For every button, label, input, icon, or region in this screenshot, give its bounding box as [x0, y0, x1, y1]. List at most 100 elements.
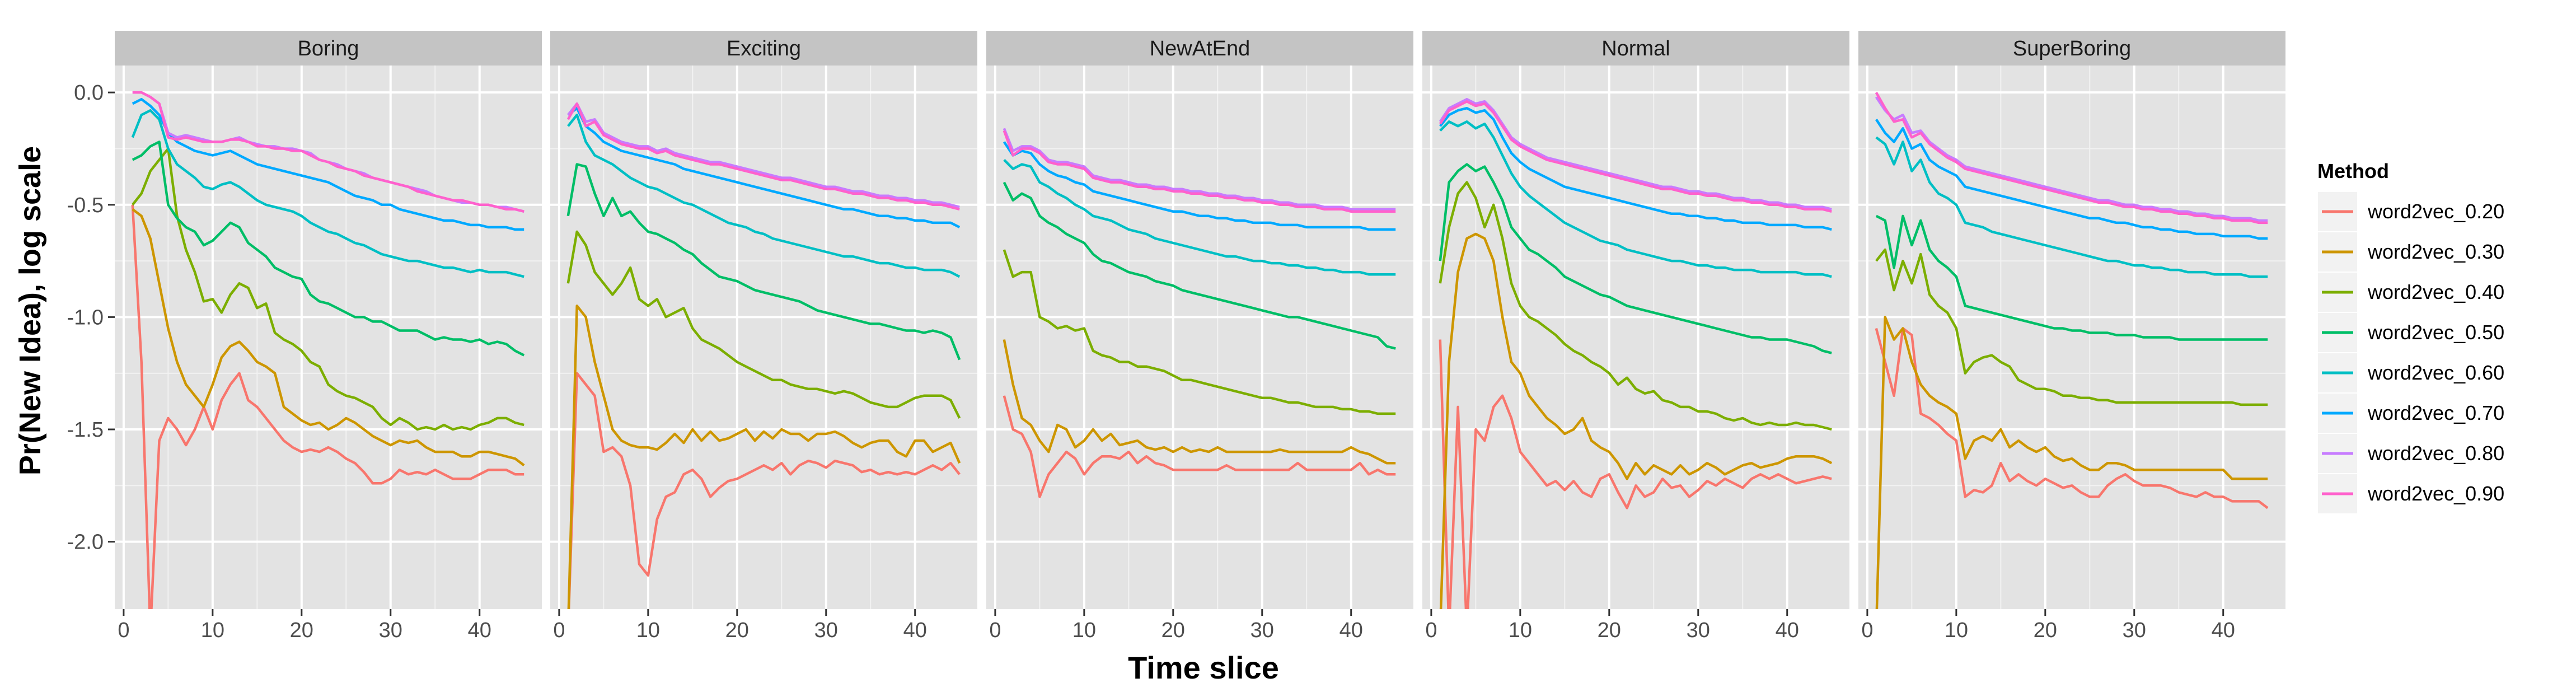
series-line-word2vec_0.30: [1875, 316, 2268, 609]
series-line-word2vec_0.20: [131, 204, 524, 609]
x-tick-label: 40: [1339, 619, 1363, 642]
legend-label: word2vec_0.40: [2367, 280, 2504, 303]
x-tick-label: 10: [1072, 619, 1096, 642]
panel-background: [550, 66, 977, 609]
series-line-word2vec_0.40: [132, 147, 524, 431]
x-tick-label: 30: [814, 619, 838, 642]
series-line-word2vec_0.20: [1875, 327, 2269, 509]
x-tick-label: 20: [725, 619, 749, 642]
series-line-word2vec_0.70: [1875, 119, 2268, 240]
x-tick-label: 20: [290, 619, 313, 642]
legend-item: word2vec_0.70: [2317, 392, 2504, 434]
facet-strip-label: Exciting: [727, 37, 801, 60]
x-tick-label: 0: [1425, 619, 1437, 642]
legend-item: word2vec_0.50: [2317, 312, 2504, 353]
series-line-word2vec_0.30: [1439, 232, 1833, 609]
y-axis: 0.0 -0.5 -1.0 -1.5 -2.0: [67, 81, 115, 554]
series-line-word2vec_0.80: [1003, 128, 1396, 211]
series-line-word2vec_0.60: [131, 109, 524, 278]
x-tick-label: 30: [1250, 619, 1274, 642]
y-tick-label: -0.5: [67, 194, 104, 217]
facet-strip-label: SuperBoring: [2013, 37, 2131, 60]
series-line-word2vec_0.50: [132, 141, 525, 357]
x-tick-label: 0: [989, 619, 1001, 642]
legend-label: word2vec_0.90: [2367, 482, 2504, 505]
legend-item: word2vec_0.30: [2317, 231, 2504, 273]
panel-background: [115, 66, 542, 609]
facet-strip: [1858, 31, 2285, 66]
series-line-word2vec_0.90: [566, 102, 960, 210]
x-tick-label: 20: [2034, 619, 2057, 642]
y-tick-label: -2.0: [67, 531, 104, 554]
facet-strip: [550, 31, 977, 66]
series-line-word2vec_0.20: [567, 372, 961, 609]
x-tick-label: 30: [1687, 619, 1710, 642]
series-line-word2vec_0.20: [1003, 395, 1396, 498]
series-line-word2vec_0.60: [1439, 120, 1832, 278]
series-line-word2vec_0.70: [567, 106, 961, 228]
facet-strip: [1422, 31, 1849, 66]
x-tick-label: 40: [2212, 619, 2235, 642]
legend-label: word2vec_0.50: [2367, 321, 2504, 344]
x-tick-label: 0: [553, 619, 565, 642]
series-line-word2vec_0.60: [1875, 136, 2268, 278]
x-tick-label: 40: [1776, 619, 1799, 642]
legend-label: word2vec_0.80: [2367, 442, 2504, 465]
series-line-word2vec_0.20: [1439, 339, 1832, 609]
legend-item: word2vec_0.20: [2317, 191, 2504, 232]
series-line-word2vec_0.40: [1439, 181, 1832, 431]
facet-panel: SuperBoring 0 10 20 30 40: [1858, 31, 2285, 642]
x-tick-label: 10: [201, 619, 224, 642]
facet-strip-label: Boring: [298, 37, 359, 60]
x-tick-label: 10: [1945, 619, 1968, 642]
legend-item: word2vec_0.80: [2317, 433, 2504, 474]
series-line-word2vec_0.50: [1439, 163, 1832, 354]
legend: Method word2vec_0.20 word2vec_0.30 word2ve…: [2317, 160, 2504, 514]
x-tick-label: 10: [1509, 619, 1532, 642]
x-tick-label: 0: [118, 619, 129, 642]
panel-background: [1858, 66, 2285, 609]
series-line-word2vec_0.50: [566, 163, 961, 361]
series-line-word2vec_0.70: [1003, 141, 1396, 231]
series-line-word2vec_0.50: [1875, 214, 2268, 341]
series-line-word2vec_0.80: [567, 102, 960, 208]
x-tick-label: 0: [1861, 619, 1873, 642]
series-line-word2vec_0.90: [132, 91, 524, 213]
series-line-word2vec_0.90: [1439, 100, 1832, 213]
legend-label: word2vec_0.70: [2367, 401, 2504, 424]
series-line-word2vec_0.80: [1875, 96, 2268, 222]
facet-panel: Exciting 0 10 20 30 40: [550, 31, 977, 642]
x-tick-label: 20: [1161, 619, 1185, 642]
legend-title: Method: [2317, 160, 2389, 183]
series-line-word2vec_0.70: [1439, 106, 1832, 231]
legend-label: word2vec_0.60: [2367, 361, 2504, 384]
panel-background: [986, 66, 1413, 609]
series-line-word2vec_0.30: [1003, 339, 1396, 465]
facet-panel: NewAtEnd 0 10 20 30 40: [986, 31, 1413, 642]
x-axis-label: Time slice: [1128, 650, 1279, 685]
series-line-word2vec_0.50: [1003, 181, 1396, 350]
series-line-word2vec_0.90: [1875, 91, 2268, 224]
legend-label: word2vec_0.20: [2367, 200, 2504, 223]
legend-label: word2vec_0.30: [2367, 240, 2504, 263]
series-line-word2vec_0.40: [1003, 249, 1396, 415]
x-tick-label: 20: [1598, 619, 1621, 642]
y-axis-label: Pr(New Idea), log scale: [13, 146, 47, 475]
facet-strip: [115, 31, 542, 66]
y-tick-label: -1.0: [67, 306, 104, 329]
series-line-word2vec_0.40: [566, 230, 961, 419]
x-tick-label: 10: [636, 619, 660, 642]
series-line-word2vec_0.40: [1875, 248, 2268, 406]
series-line-word2vec_0.30: [132, 208, 525, 466]
series-line-word2vec_0.70: [132, 97, 524, 231]
x-tick-label: 30: [2123, 619, 2146, 642]
facet-strip-label: NewAtEnd: [1150, 37, 1250, 60]
y-tick-label: -1.5: [67, 418, 104, 442]
y-tick-label: 0.0: [74, 81, 104, 105]
series-line-word2vec_0.90: [1003, 130, 1396, 213]
facet-strip: [986, 31, 1413, 66]
series-line-word2vec_0.60: [567, 114, 961, 278]
legend-item: word2vec_0.60: [2317, 352, 2504, 394]
